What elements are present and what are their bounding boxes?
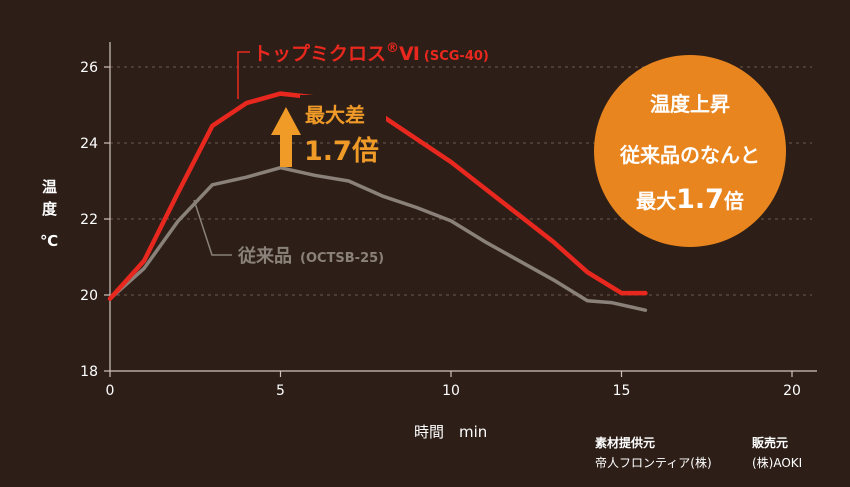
badge-line3: 最大1.7倍: [636, 184, 744, 215]
material-provider-title: 素材提供元: [595, 435, 655, 450]
badge-line2: 従来品のなんと: [619, 143, 760, 167]
series-line-2: [108, 165, 648, 312]
tick-labels: 18 20 22 24 26 0 5 10 15 20: [80, 60, 801, 399]
series-2-name: 従来品: [237, 245, 292, 267]
highlight-badge: [594, 55, 786, 247]
up-arrow-icon: [271, 107, 301, 167]
series-1-name: トップミクロス: [253, 42, 386, 65]
series-1-reg: ®: [386, 41, 399, 56]
x-axis-label: 時間 min: [414, 423, 487, 441]
series-2-leader: [193, 199, 232, 256]
y-axis-label-2: 度: [42, 200, 58, 218]
grid-lines: [110, 66, 812, 296]
y-tick-label: 22: [80, 212, 98, 228]
badge-line3-big: 1.7: [676, 184, 724, 215]
series-2-label: 従来品 (OCTSB-25): [237, 245, 384, 267]
series-2-code: (OCTSB-25): [300, 251, 384, 266]
y-tick-label: 24: [80, 136, 98, 152]
annotation-line2: 1.7倍: [304, 135, 379, 167]
y-axis-label-unit: ℃: [40, 232, 58, 250]
axes: [104, 42, 817, 377]
seller-name: (株)AOKI: [752, 455, 802, 470]
seller-title: 販売元: [752, 435, 788, 450]
x-tick-label: 5: [276, 383, 285, 399]
x-tick-label: 0: [106, 383, 115, 399]
y-tick-label: 18: [80, 364, 98, 380]
y-axis-label-1: 温: [42, 178, 57, 196]
series-1-tail: Ⅵ: [399, 43, 420, 65]
material-provider-name: 帝人フロンティア(株): [595, 455, 712, 470]
badge-line1: 温度上昇: [650, 92, 730, 116]
annotation-line1: 最大差: [305, 103, 365, 127]
x-tick-label: 20: [783, 383, 801, 399]
series-1-code: (SCG-40): [424, 49, 489, 64]
badge-line3-prefix: 最大: [636, 189, 676, 213]
series-lines: [107, 91, 648, 312]
y-tick-label: 26: [80, 60, 98, 76]
x-tick-label: 10: [442, 383, 460, 399]
x-tick-label: 15: [613, 383, 631, 399]
series-1-leader: [237, 51, 250, 99]
y-tick-label: 20: [80, 288, 98, 304]
series-1-gap: [300, 95, 386, 135]
series-1-label: トップミクロス®Ⅵ (SCG-40): [253, 41, 489, 65]
badge-line3-suffix: 倍: [724, 189, 744, 213]
